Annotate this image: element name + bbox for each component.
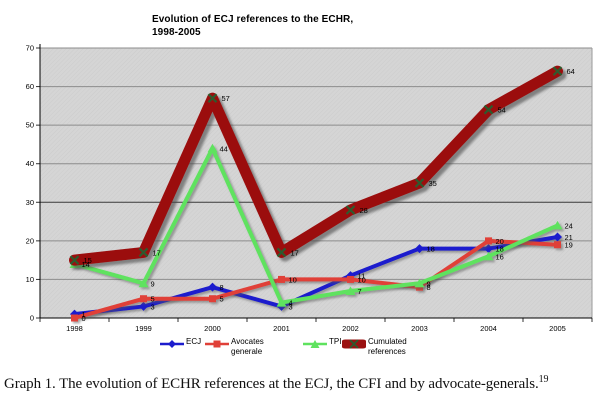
xtick-label-1999: 1999: [135, 324, 152, 333]
data-label: 7: [358, 287, 362, 296]
data-label: 16: [496, 252, 504, 261]
ytick-label-50: 50: [26, 121, 34, 130]
data-label: 10: [358, 275, 366, 284]
legend-item-ecj: ECJ: [160, 337, 201, 356]
ytick-label-60: 60: [26, 82, 34, 91]
legend-marker-x-icon: [342, 339, 366, 349]
data-label: 24: [565, 221, 573, 230]
data-label: 64: [567, 67, 575, 76]
data-label: 18: [427, 245, 435, 254]
data-label: 3: [289, 302, 293, 311]
data-label: 44: [220, 144, 228, 153]
data-label: 57: [222, 94, 230, 103]
legend-marker-triangle-icon: [303, 340, 327, 348]
data-label: 18: [496, 245, 504, 254]
figure-caption: Graph 1. The evolution of ECHR reference…: [4, 374, 604, 393]
data-label: 17: [153, 248, 161, 257]
data-label: 1: [82, 310, 86, 319]
data-label: 9: [427, 279, 431, 288]
figure-caption-text: Graph 1. The evolution of ECHR reference…: [4, 376, 539, 392]
data-label: 17: [291, 248, 299, 257]
data-label: 8: [220, 283, 224, 292]
legend-item-tpi: TPI: [303, 337, 341, 356]
data-label: 19: [565, 241, 573, 250]
legend-marker-square-icon: [205, 340, 229, 348]
xtick-label-2002: 2002: [342, 324, 359, 333]
data-label: 20: [496, 237, 504, 246]
data-label: 14: [82, 260, 90, 269]
ytick-label-20: 20: [26, 236, 34, 245]
chart-legend: ECJ Avocates generale TPI Cumulated referen…: [0, 337, 607, 361]
ytick-label-70: 70: [26, 44, 34, 53]
data-label: 4: [289, 299, 293, 308]
xtick-label-2000: 2000: [204, 324, 221, 333]
data-label: 11: [358, 272, 366, 281]
ytick-label-30: 30: [26, 198, 34, 207]
data-label: 3: [151, 302, 155, 311]
legend-marker-diamond-icon: [160, 340, 184, 348]
legend-label: Cumulated references: [368, 337, 407, 356]
plot-area: [40, 48, 592, 318]
data-label: 21: [565, 233, 573, 242]
data-label: 9: [151, 279, 155, 288]
data-label: 0: [82, 314, 86, 323]
xtick-label-2004: 2004: [480, 324, 497, 333]
data-label: 54: [498, 106, 506, 115]
data-label: 8: [427, 283, 431, 292]
footnote-marker: 19: [538, 374, 549, 385]
legend-label: ECJ: [186, 337, 202, 346]
chart-title: Evolution of ECJ references to the ECHR,…: [152, 13, 432, 39]
xtick-label-2003: 2003: [411, 324, 428, 333]
ytick-label-10: 10: [26, 275, 34, 284]
data-label: 28: [360, 206, 368, 215]
series-cumulated-references: [69, 65, 563, 266]
xtick-label-1998: 1998: [66, 324, 83, 333]
data-label: 15: [84, 256, 92, 265]
series-tpi: [69, 143, 563, 307]
chart-title-line2: 1998-2005: [152, 27, 201, 38]
data-label: 5: [220, 295, 224, 304]
xtick-label-2005: 2005: [549, 324, 566, 333]
data-label: 5: [151, 295, 155, 304]
data-label: 10: [289, 275, 297, 284]
xtick-label-2001: 2001: [273, 324, 290, 333]
ytick-label-40: 40: [26, 159, 34, 168]
legend-item-cumulated-references: Cumulated references: [342, 337, 418, 356]
legend-label: TPI: [329, 337, 342, 346]
data-label: 35: [429, 179, 437, 188]
ytick-label-0: 0: [30, 314, 34, 323]
chart-title-line1: Evolution of ECJ references to the ECHR,: [152, 14, 354, 25]
legend-item-avocates-generale: Avocates generale: [205, 337, 281, 356]
legend-label: Avocates generale: [231, 337, 264, 356]
